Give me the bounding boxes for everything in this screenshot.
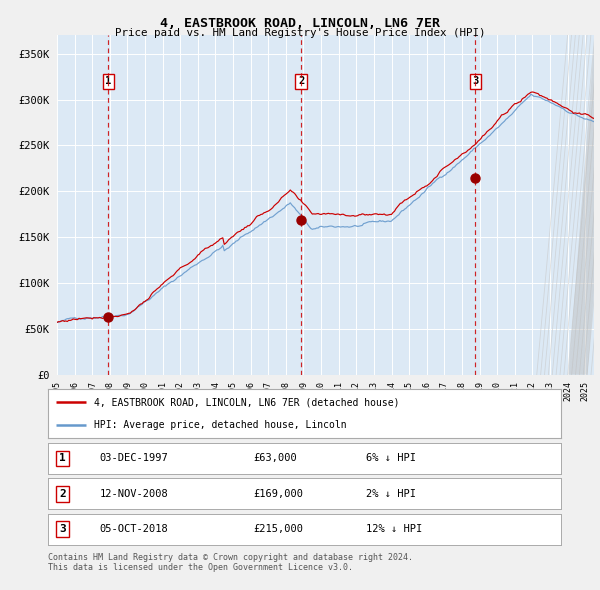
Text: Contains HM Land Registry data © Crown copyright and database right 2024.
This d: Contains HM Land Registry data © Crown c… [48,553,413,572]
Text: 2% ↓ HPI: 2% ↓ HPI [366,489,416,499]
Text: Price paid vs. HM Land Registry's House Price Index (HPI): Price paid vs. HM Land Registry's House … [115,28,485,38]
Text: HPI: Average price, detached house, Lincoln: HPI: Average price, detached house, Linc… [94,419,347,430]
Text: 6% ↓ HPI: 6% ↓ HPI [366,454,416,463]
Text: £215,000: £215,000 [253,525,303,534]
Text: £169,000: £169,000 [253,489,303,499]
Text: 2: 2 [59,489,66,499]
Text: 4, EASTBROOK ROAD, LINCOLN, LN6 7ER: 4, EASTBROOK ROAD, LINCOLN, LN6 7ER [160,17,440,30]
Text: 1: 1 [59,454,66,463]
Text: 1: 1 [105,76,112,86]
Text: 3: 3 [59,525,66,534]
Text: 05-OCT-2018: 05-OCT-2018 [100,525,168,534]
Text: £63,000: £63,000 [253,454,297,463]
Text: 2: 2 [298,76,304,86]
Text: 4, EASTBROOK ROAD, LINCOLN, LN6 7ER (detached house): 4, EASTBROOK ROAD, LINCOLN, LN6 7ER (det… [94,398,400,408]
Text: 03-DEC-1997: 03-DEC-1997 [100,454,168,463]
Text: 3: 3 [472,76,478,86]
Text: 12% ↓ HPI: 12% ↓ HPI [366,525,422,534]
Text: 12-NOV-2008: 12-NOV-2008 [100,489,168,499]
